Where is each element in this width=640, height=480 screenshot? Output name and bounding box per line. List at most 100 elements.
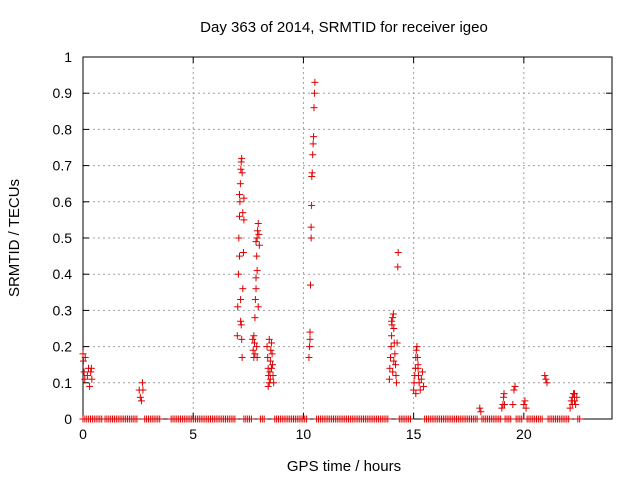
- data-point: [541, 372, 549, 380]
- y-tick-labels: 0 0.1 0.2 0.3 0.4 0.5 0.6 0.7 0.8 0.9 1: [53, 49, 73, 427]
- data-point: [394, 263, 402, 271]
- data-point: [81, 353, 89, 361]
- data-point: [308, 201, 316, 209]
- data-point: [270, 379, 278, 387]
- data-point: [309, 140, 317, 148]
- data-point: [235, 234, 243, 242]
- data-point: [520, 401, 528, 409]
- data-point: [81, 375, 89, 383]
- data-point: [571, 390, 579, 398]
- data-point: [576, 415, 584, 423]
- data-point: [250, 332, 258, 340]
- data-point: [254, 220, 262, 228]
- y-tick-label: 0.7: [53, 158, 73, 174]
- data-point: [306, 343, 314, 351]
- data-point: [391, 350, 399, 358]
- data-point: [389, 368, 397, 376]
- data-point: [264, 382, 272, 390]
- data-point: [568, 401, 576, 409]
- data-point: [407, 415, 415, 423]
- data-point: [412, 346, 420, 354]
- data-point: [310, 89, 318, 97]
- x-tick-label: 5: [189, 426, 197, 442]
- data-point: [239, 285, 247, 293]
- data-point: [498, 404, 506, 412]
- plot-frame: [82, 56, 613, 420]
- y-tick-label: 0: [64, 411, 72, 427]
- data-point: [87, 364, 95, 372]
- data-point: [388, 317, 396, 325]
- data-point: [308, 169, 316, 177]
- data-point: [83, 372, 91, 380]
- data-point: [311, 78, 319, 86]
- data-point: [389, 310, 397, 318]
- data-point: [79, 357, 87, 365]
- data-point: [235, 191, 243, 199]
- data-point: [87, 368, 95, 376]
- data-point: [251, 350, 259, 358]
- y-tick-label: 0.9: [53, 85, 73, 101]
- y-tick-label: 0.8: [53, 121, 73, 137]
- data-point: [251, 296, 259, 304]
- data-point: [266, 357, 274, 365]
- data-point: [237, 165, 245, 173]
- y-axis-label: SRMTID / TECUs: [6, 179, 23, 297]
- data-point: [565, 415, 573, 423]
- data-point: [414, 353, 422, 361]
- x-tick-label: 15: [406, 426, 422, 442]
- data-point: [88, 375, 96, 383]
- data-point: [392, 361, 400, 369]
- data-point: [79, 350, 87, 358]
- data-point: [573, 393, 581, 401]
- data-point: [500, 390, 508, 398]
- data-point: [267, 339, 275, 347]
- data-point: [253, 234, 261, 242]
- data-point: [384, 415, 392, 423]
- chart-title: Day 363 of 2014, SRMTID for receiver ige…: [200, 19, 488, 36]
- y-tick-label: 1: [64, 49, 72, 65]
- data-point: [252, 285, 260, 293]
- data-point: [263, 343, 271, 351]
- data-point: [510, 386, 518, 394]
- data-point: [247, 415, 255, 423]
- x-axis-label: GPS time / hours: [287, 458, 401, 475]
- data-point: [542, 375, 550, 383]
- data-point: [310, 133, 318, 141]
- data-point: [260, 415, 268, 423]
- y-tick-label: 0.4: [53, 266, 73, 282]
- data-point: [538, 415, 546, 423]
- grid-lines: [83, 57, 612, 419]
- data-point: [255, 230, 263, 238]
- data-point: [252, 238, 260, 246]
- data-point: [571, 397, 579, 405]
- axis-ticks: [82, 56, 612, 420]
- data-point: [239, 209, 247, 217]
- data-point: [393, 339, 401, 347]
- data-point: [413, 343, 421, 351]
- data-point: [521, 397, 529, 405]
- data-point: [390, 357, 398, 365]
- data-point: [385, 375, 393, 383]
- data-point: [240, 194, 248, 202]
- data-point: [237, 321, 245, 329]
- data-point: [306, 281, 314, 289]
- data-point: [265, 335, 273, 343]
- data-point: [412, 390, 420, 398]
- data-point: [240, 216, 248, 224]
- data-point: [238, 154, 246, 162]
- data-point: [305, 353, 313, 361]
- data-point: [307, 223, 315, 231]
- data-point: [410, 386, 418, 394]
- data-point: [156, 415, 164, 423]
- data-point: [566, 404, 574, 412]
- x-tick-label: 0: [79, 426, 87, 442]
- data-point: [417, 375, 425, 383]
- data-point: [239, 248, 247, 256]
- data-point: [251, 314, 259, 322]
- data-point: [233, 332, 241, 340]
- data-point: [307, 234, 315, 242]
- data-point: [253, 267, 261, 275]
- data-point: [250, 339, 258, 347]
- y-tick-label: 0.2: [53, 339, 73, 355]
